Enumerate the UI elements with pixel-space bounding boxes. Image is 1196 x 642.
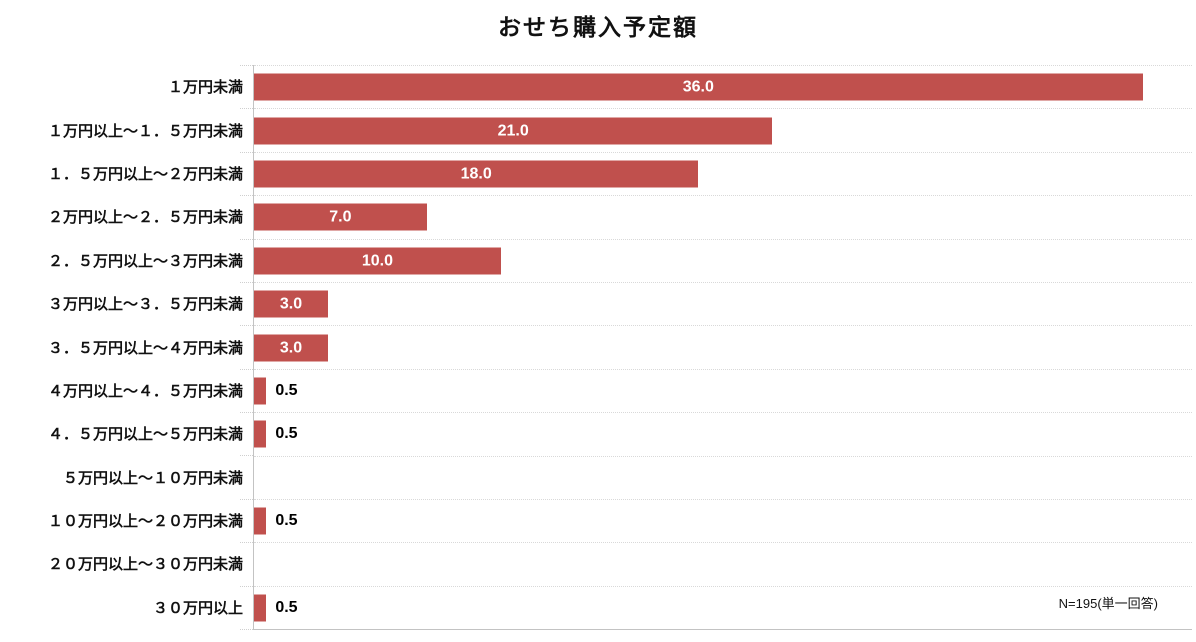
- axis-tick: [240, 238, 253, 240]
- category-label: ２０万円以上～３０万円未満: [47, 556, 243, 574]
- bar: [254, 420, 267, 448]
- axis-tick: [240, 629, 253, 630]
- category-label: ２．５万円以上～３万円未満: [47, 252, 243, 270]
- category-label: ３０万円以上: [152, 599, 243, 617]
- axis-tick: [240, 498, 253, 500]
- axis-tick: [240, 542, 253, 544]
- axis-tick: [240, 281, 253, 283]
- bar-track: 7.0: [254, 195, 1192, 238]
- chart-title: おせち購入予定額: [498, 14, 698, 40]
- bar-track: 0.5: [254, 498, 1192, 542]
- axis-tick: [240, 65, 253, 66]
- bar-value-label: 3.0: [279, 295, 303, 313]
- bar-value-label: 0.5: [275, 598, 298, 616]
- bar: 36.0: [254, 73, 1143, 101]
- axis-tick: [240, 585, 253, 587]
- bar-track: 0.5: [254, 368, 1192, 412]
- bar-value-label: 0.5: [275, 512, 298, 530]
- bar: [254, 507, 267, 535]
- bar-value-label: 10.0: [361, 252, 393, 270]
- bar-track: 3.0: [254, 281, 1192, 325]
- bar: 3.0: [254, 290, 329, 318]
- bar-value-label: 21.0: [497, 122, 529, 140]
- bar-value-label: 36.0: [682, 78, 714, 96]
- category-label: ４．５万円以上～５万円未満: [47, 426, 243, 444]
- category-label: ２万円以上～２．５万円未満: [47, 209, 243, 227]
- bar: [254, 594, 267, 622]
- bar-track: 10.0: [254, 238, 1192, 282]
- bar: 18.0: [254, 160, 699, 188]
- axis-tick: [240, 325, 253, 327]
- bar-track: [254, 455, 1192, 499]
- category-axis: １万円未満 １万円以上～１．５万円未満 １．５万円以上～２万円未満 ２万円以上～２．５…: [0, 65, 243, 629]
- category-label: ３．５万円以上～４万円未満: [47, 339, 243, 357]
- axis-tick: [240, 412, 253, 414]
- bar-track: 3.0: [254, 325, 1192, 368]
- axis-tick: [240, 108, 253, 110]
- bar-value-label: 7.0: [329, 208, 352, 226]
- bar: [254, 377, 267, 405]
- axis-tick: [240, 368, 253, 370]
- category-label: ４万円以上～４．５万円未満: [47, 382, 243, 400]
- bar: 21.0: [254, 117, 773, 145]
- bar-value-label: 18.0: [460, 165, 492, 183]
- axis-tick: [240, 455, 253, 457]
- bar-track: 21.0: [254, 108, 1192, 151]
- bar: 10.0: [254, 247, 501, 275]
- bar-track: 18.0: [254, 151, 1192, 195]
- category-label: １．５万円以上～２万円未満: [47, 165, 243, 183]
- bar-track: [254, 542, 1192, 585]
- category-label: １万円未満: [167, 79, 243, 97]
- bar: 3.0: [254, 334, 329, 362]
- axis-tick: [240, 151, 253, 153]
- sample-size-note: N=195(単一回答): [1058, 596, 1158, 611]
- axis-tick: [240, 195, 253, 197]
- bar-track: 0.5: [254, 585, 1192, 629]
- category-label: １０万円以上～２０万円未満: [47, 513, 243, 531]
- bar-track: 36.0: [254, 65, 1192, 108]
- plot-area: 36.0 21.0 18.0 7.0 10.0 3.0 3.0 0.5 0.5 0.5 0.5: [240, 65, 1192, 630]
- bar-value-label: 0.5: [275, 381, 298, 399]
- category-label: １万円以上～１．５万円未満: [47, 122, 243, 140]
- bar: 7.0: [254, 203, 427, 231]
- bar-value-label: 3.0: [279, 339, 303, 357]
- category-label: ５万円以上～１０万円未満: [62, 469, 243, 487]
- bar-track: 0.5: [254, 412, 1192, 455]
- bar-value-label: 0.5: [275, 425, 298, 443]
- category-label: ３万円以上～３．５万円未満: [47, 296, 243, 314]
